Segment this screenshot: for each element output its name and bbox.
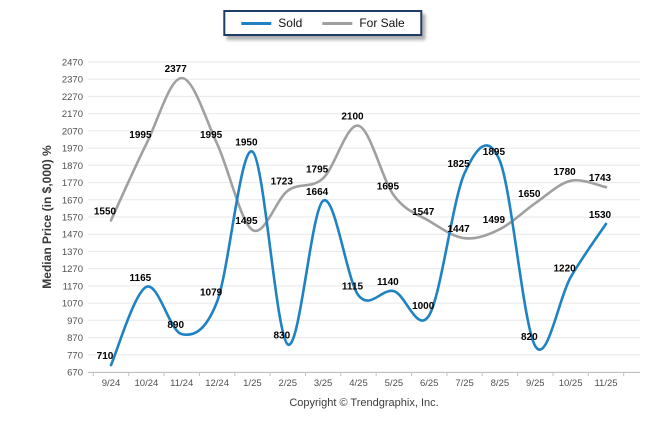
- y-tick-label: 1670: [62, 195, 83, 206]
- for-sale-line: [109, 76, 608, 240]
- sold-data-label: 1000: [412, 301, 435, 312]
- y-tick-label: 1070: [62, 299, 83, 310]
- x-tick-label: 5/25: [385, 378, 404, 389]
- sold-data-label: 1825: [447, 159, 470, 170]
- legend-label-sold: Sold: [278, 16, 303, 30]
- y-tick-label: 1770: [62, 178, 83, 189]
- legend-label-for-sale: For Sale: [359, 16, 405, 30]
- sold-data-label: 1664: [306, 187, 329, 198]
- y-tick-label: 2270: [62, 92, 83, 103]
- x-tick-label: 2/25: [279, 378, 298, 389]
- y-tick-label: 2370: [62, 75, 83, 86]
- for-sale-data-label: 1550: [94, 206, 117, 217]
- legend-item-sold[interactable]: Sold: [241, 16, 302, 30]
- y-tick-label: 1870: [62, 161, 83, 172]
- sold-data-label: 820: [521, 332, 538, 343]
- copyright-text: Copyright © Trendgraphix, Inc.: [289, 397, 439, 409]
- for-sale-data-label: 1650: [518, 189, 541, 200]
- for-sale-data-label: 2377: [165, 64, 188, 75]
- y-tick-label: 1970: [62, 144, 83, 155]
- for-sale-data-label: 1695: [377, 182, 400, 193]
- sold-data-label: 890: [167, 320, 184, 331]
- sold-data-label: 1530: [589, 210, 612, 221]
- sold-data-label: 1895: [483, 147, 506, 158]
- sold-data-label: 710: [97, 351, 114, 362]
- for-sale-data-label: 1995: [129, 130, 152, 141]
- sold-data-label: 1079: [200, 288, 223, 299]
- x-tick-label: 7/25: [455, 378, 474, 389]
- for-sale-data-label: 1780: [553, 167, 576, 178]
- x-tick-label: 6/25: [420, 378, 439, 389]
- y-tick-label: 1470: [62, 230, 83, 241]
- x-tick-label: 3/25: [314, 378, 333, 389]
- chart-legend: Sold For Sale: [223, 10, 423, 36]
- y-tick-label: 770: [67, 350, 83, 361]
- y-axis-title: Median Price (in $,000) %: [40, 145, 54, 289]
- y-tick-label: 670: [67, 368, 83, 379]
- y-tick-label: 1570: [62, 213, 83, 224]
- x-tick-label: 9/24: [102, 378, 121, 389]
- x-tick-label: 11/25: [594, 378, 617, 389]
- for-sale-data-label: 1795: [306, 164, 329, 175]
- for-sale-line-swatch: [322, 21, 353, 25]
- sold-line: [109, 144, 608, 367]
- for-sale-data-label: 2100: [341, 112, 364, 123]
- x-tick-label: 10/24: [135, 378, 159, 389]
- y-tick-label: 2470: [62, 58, 83, 69]
- y-tick-label: 1170: [63, 281, 83, 292]
- y-tick-label: 2170: [62, 109, 83, 120]
- sold-data-label: 1220: [553, 263, 576, 274]
- x-tick-label: 9/25: [526, 378, 545, 389]
- for-sale-data-label: 1495: [235, 216, 258, 227]
- for-sale-data-label: 1743: [589, 173, 612, 184]
- sold-data-label: 1165: [130, 273, 152, 284]
- x-tick-label: 11/24: [170, 378, 193, 389]
- y-tick-label: 1270: [62, 264, 83, 275]
- for-sale-data-label: 1723: [271, 177, 294, 188]
- x-tick-label: 8/25: [491, 378, 510, 389]
- x-tick-label: 4/25: [349, 378, 368, 389]
- sold-data-label: 830: [273, 330, 290, 341]
- y-tick-label: 970: [67, 316, 83, 327]
- sold-data-label: 1115: [342, 281, 364, 292]
- x-tick-label: 1/25: [243, 378, 262, 389]
- y-tick-label: 1370: [62, 247, 83, 258]
- sold-data-label: 1950: [235, 138, 258, 149]
- for-sale-data-label: 1547: [412, 207, 435, 218]
- x-tick-label: 10/25: [559, 378, 583, 389]
- sold-data-label: 1140: [377, 277, 399, 288]
- legend-item-for-sale[interactable]: For Sale: [322, 16, 405, 30]
- y-tick-label: 2070: [62, 126, 83, 137]
- for-sale-data-label: 1447: [447, 224, 470, 235]
- y-tick-label: 870: [67, 333, 83, 344]
- for-sale-data-label: 1995: [200, 130, 223, 141]
- sold-line-swatch: [241, 21, 272, 25]
- x-tick-label: 12/24: [205, 378, 229, 389]
- for-sale-data-label: 1499: [483, 215, 506, 226]
